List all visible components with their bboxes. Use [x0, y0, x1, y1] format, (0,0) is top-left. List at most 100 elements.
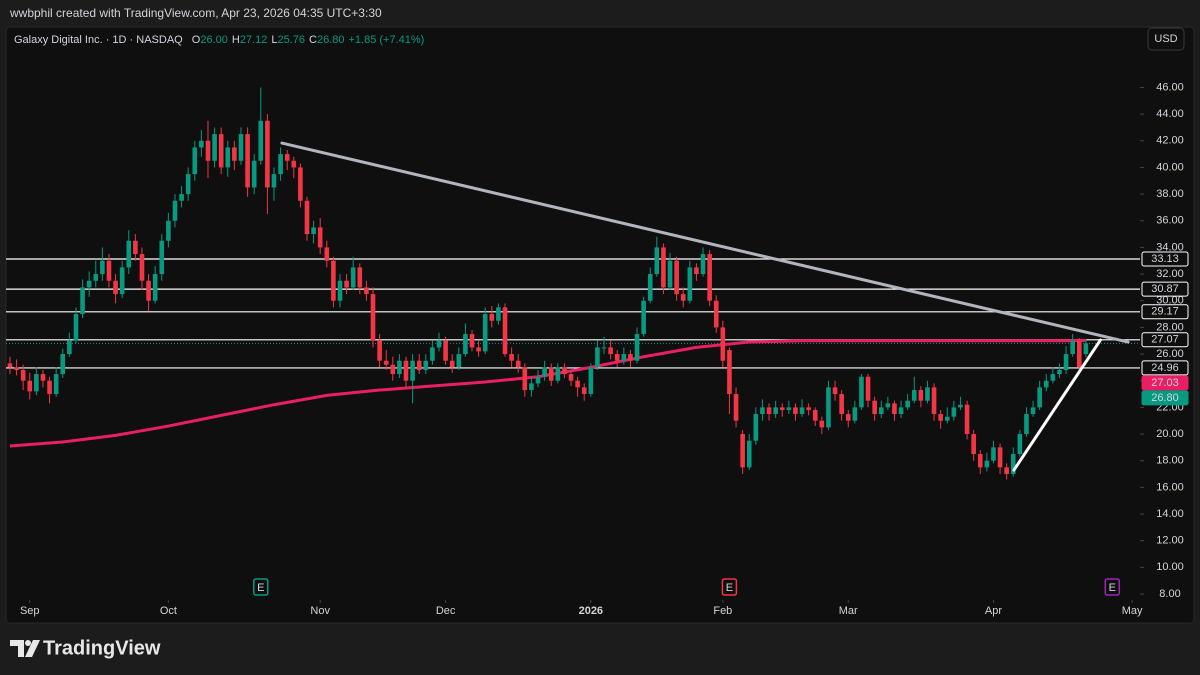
currency-button[interactable]: [1147, 27, 1185, 51]
y-tick-label: 12.00: [1156, 535, 1184, 547]
candle-body: [377, 340, 382, 361]
candle-body: [423, 360, 429, 371]
candle-body: [595, 347, 600, 368]
candle-body: [1010, 454, 1016, 475]
candle-body: [1037, 387, 1042, 408]
candle-body: [416, 360, 422, 371]
candle-body: [542, 367, 547, 377]
price-label-box: [1141, 332, 1189, 348]
y-tick-label: 20.00: [1156, 428, 1184, 440]
candle-body: [878, 407, 884, 415]
event-label: E: [1109, 582, 1116, 594]
candle-body: [872, 400, 877, 415]
y-tick-label: 26.00: [1156, 348, 1184, 360]
candle-body: [568, 374, 574, 381]
candle-body: [390, 364, 396, 375]
candle-body: [245, 134, 250, 188]
candle-body: [819, 420, 825, 428]
candle-body: [199, 140, 204, 148]
candle-body: [324, 247, 330, 261]
price-label-box: [1141, 281, 1189, 297]
candle-body: [119, 267, 125, 295]
candle-body: [905, 400, 910, 408]
candle-body: [1076, 340, 1082, 368]
candle-body: [614, 354, 620, 361]
candle-body: [859, 376, 864, 408]
candle-body: [548, 367, 554, 381]
candle-body: [27, 380, 33, 392]
candle-body: [608, 347, 613, 355]
currency[interactable]: USD: [1154, 33, 1177, 45]
brand-logo: [10, 640, 40, 657]
trendline: [1012, 338, 1102, 472]
x-tick-label: Dec: [436, 605, 456, 617]
candle-body: [502, 307, 508, 355]
candle-body: [1050, 374, 1056, 381]
candle-body: [1043, 380, 1049, 388]
price-label-box: [1141, 390, 1189, 406]
candle-body: [713, 300, 719, 328]
price-label-box: [1141, 375, 1189, 391]
candle-body: [977, 454, 983, 468]
candle-body: [7, 363, 13, 368]
price-label: 27.07: [1151, 334, 1179, 346]
price-label: 27.03: [1151, 377, 1179, 389]
candle-body: [845, 414, 851, 421]
candle-body: [601, 347, 607, 349]
candle-body: [304, 200, 310, 235]
candle-body: [746, 440, 752, 468]
trendline: [280, 141, 1130, 344]
candle-body: [555, 367, 561, 381]
candle-body: [575, 380, 580, 388]
price-label: 29.17: [1151, 306, 1179, 318]
candle-body: [278, 154, 283, 175]
candle-body: [621, 354, 627, 361]
ohlc-key: O: [192, 34, 201, 46]
x-tick-label: Sep: [20, 605, 40, 617]
candle-body: [667, 260, 673, 288]
candle-body: [271, 174, 277, 188]
candle-body: [443, 340, 448, 361]
candle-body: [489, 314, 495, 321]
chart-header: Galaxy Digital Inc. · 1D · NASDAQ O26.00…: [14, 34, 424, 46]
candle-body: [67, 340, 72, 355]
candle-body: [522, 367, 528, 391]
candle-body: [34, 374, 39, 392]
y-tick-label: 44.00: [1156, 108, 1184, 120]
y-tick-label: 28.00: [1156, 321, 1184, 333]
x-tick-label: May: [1122, 605, 1143, 617]
price-label: 26.80: [1151, 392, 1179, 404]
candle-body: [298, 167, 303, 201]
candle-body: [951, 407, 957, 417]
candle-body: [720, 327, 726, 361]
candle-body: [238, 134, 244, 161]
credit: wwbphil created with TradingView.com, Ap…: [9, 6, 382, 20]
candle-body: [964, 404, 970, 435]
candle-body: [172, 200, 178, 221]
candle-body: [918, 390, 924, 401]
candle-body: [1063, 354, 1069, 371]
x-tick-label: 2026: [579, 605, 603, 617]
y-tick-label: 40.00: [1156, 161, 1184, 173]
candle-body: [647, 274, 653, 301]
y-tick-label: 32.00: [1156, 268, 1184, 280]
y-tick-label: 38.00: [1156, 188, 1184, 200]
candle-body: [1004, 467, 1009, 475]
candle-body: [476, 347, 481, 352]
candle-body: [971, 434, 976, 455]
candle-body: [496, 307, 501, 321]
y-tick-label: 8.00: [1159, 588, 1180, 600]
candle-body: [634, 334, 640, 361]
candle-body: [991, 447, 996, 461]
y-tick-label: 14.00: [1156, 508, 1184, 520]
candle-body: [436, 340, 442, 348]
y-tick-label: 34.00: [1156, 241, 1184, 253]
x-tick-label: Mar: [839, 605, 858, 617]
candle-body: [885, 403, 891, 408]
candle-body: [265, 120, 270, 188]
candle-body: [997, 447, 1003, 468]
event-marker: [1104, 578, 1121, 596]
candle-body: [337, 280, 343, 301]
event-label: E: [257, 582, 264, 594]
